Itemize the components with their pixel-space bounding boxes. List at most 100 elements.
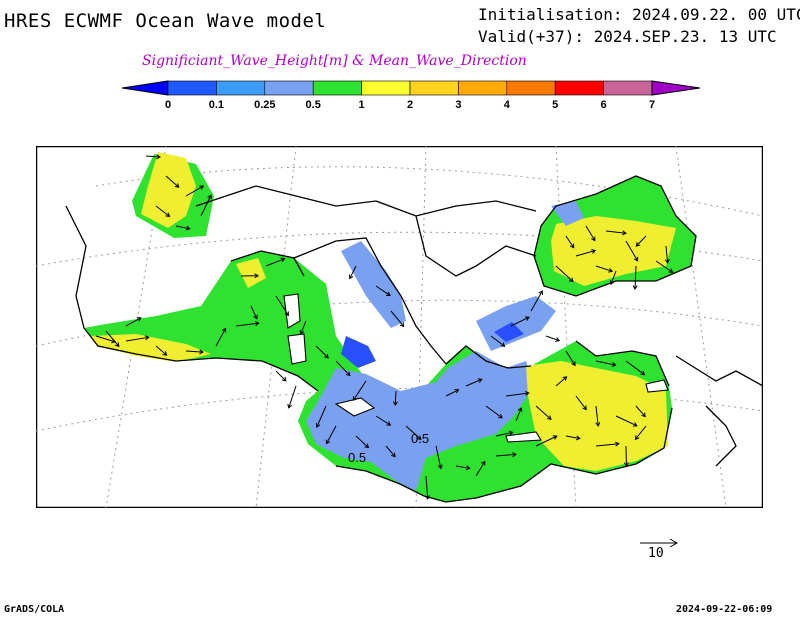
wave-arrow: [665, 245, 669, 263]
wave-arrow: [352, 380, 367, 401]
wave-arrow: [555, 376, 567, 387]
wave-arrow-head: [348, 274, 354, 280]
wave-arrow: [165, 175, 180, 188]
wave-arrow-head: [364, 443, 370, 449]
wave-arrow: [490, 335, 505, 347]
wave-arrow-head: [622, 230, 627, 236]
wave-arrow: [375, 285, 391, 296]
wave-arrow: [445, 389, 459, 397]
wave-arrow-head: [595, 422, 601, 427]
legend-swatch: [554, 80, 604, 96]
wave-arrow: [605, 230, 626, 234]
wave-arrow: [155, 345, 167, 356]
valid-time: Valid(+37): 2024.SEP.23. 13 UTC: [478, 27, 777, 46]
wave-arrow: [595, 443, 619, 447]
legend-swatch: [264, 80, 314, 96]
contour-label: 0.5: [348, 450, 366, 465]
wave-arrow: [634, 265, 637, 290]
wave-arrow: [215, 328, 227, 347]
wave-arrow: [615, 415, 638, 427]
contour-label: 0.5: [411, 431, 429, 446]
wave-arrow-head: [634, 435, 640, 441]
wave-arrow-head: [664, 259, 670, 264]
wave-arrow-head: [512, 452, 517, 458]
wave-arrow-head: [632, 422, 638, 427]
legend-swatch: [361, 80, 411, 96]
wave-arrow: [385, 445, 396, 457]
wave-arrow: [288, 385, 297, 408]
wave-arrow: [275, 295, 289, 316]
model-title: HRES ECWMF Ocean Wave model: [4, 10, 327, 32]
legend-tick-label: 3: [455, 99, 461, 111]
wave-arrow: [635, 425, 647, 440]
initialisation-time: Initialisation: 2024.09.22. 00 UTC: [478, 5, 800, 24]
wave-arrow: [425, 475, 429, 499]
legend-tick-label: 2: [407, 99, 413, 111]
wave-arrow: [595, 360, 616, 366]
wave-height-map: 0.5 0.5: [36, 146, 763, 508]
wave-arrow-head: [582, 405, 587, 411]
color-legend: 0 0.1 0.25 0.5 1 2 3 4 5 6 7: [121, 80, 701, 111]
wave-arrow: [125, 336, 149, 342]
wave-arrow: [505, 392, 529, 397]
wave-arrow: [145, 155, 161, 158]
wave-arrow-head: [425, 495, 430, 500]
wave-arrow-head: [399, 322, 405, 328]
wave-arrow: [235, 322, 259, 327]
legend-swatch: [312, 80, 362, 96]
wave-arrow: [515, 407, 522, 422]
wave-arrow: [315, 345, 329, 359]
parameter-title: Significiant_Wave_Height[m] & Mean_Wave_…: [142, 53, 527, 69]
wave-arrow: [485, 405, 503, 419]
wave-arrow-head: [562, 376, 568, 381]
legend-above-triangle: [651, 80, 701, 96]
wave-arrow-head: [136, 317, 142, 322]
wave-arrow: [390, 310, 405, 327]
wave-arrow-head: [144, 335, 150, 341]
wave-arrow-head: [162, 351, 168, 356]
wave-arrow: [610, 270, 617, 285]
wave-arrow-head: [477, 378, 483, 383]
wave-arrow: [394, 390, 397, 406]
legend-tick-label: 5: [552, 99, 558, 111]
wave-arrow-head: [465, 465, 471, 471]
wave-arrow: [435, 445, 442, 469]
legend-tick-label: 6: [601, 99, 607, 111]
wave-arrow-head: [524, 316, 530, 321]
wave-arrow-head: [508, 430, 514, 436]
legend-below-triangle: [121, 80, 169, 96]
wave-arrow: [585, 225, 596, 241]
wave-arrow-head: [524, 390, 530, 396]
wave-arrow-head: [568, 277, 574, 283]
legend-tick-label: 0.25: [254, 99, 275, 111]
coastlines: [65, 175, 763, 503]
wave-arrow: [565, 235, 575, 248]
vector-scale-arrow: [640, 538, 679, 548]
legend-tick-label: 0: [165, 99, 171, 111]
wave-arrow: [335, 360, 351, 376]
wave-arrow-head: [324, 353, 329, 359]
wave-arrow-head: [254, 273, 259, 279]
wave-arrow: [300, 320, 307, 335]
wave-arrow-head: [571, 361, 576, 367]
wave-arrow: [530, 290, 543, 312]
wave-arrow-head: [575, 435, 581, 441]
wave-arrow: [265, 258, 285, 267]
wave-arrow: [326, 425, 337, 444]
wave-arrow-head: [352, 396, 358, 402]
wave-arrow-head: [498, 413, 503, 419]
legend-tick-label: 4: [504, 99, 511, 111]
wave-arrow-head: [199, 185, 205, 190]
wave-arrow-head: [345, 371, 351, 377]
wave-arrow-head: [386, 421, 392, 426]
wave-arrow: [105, 330, 120, 347]
wave-arrow: [545, 335, 560, 342]
wave-arrow-head: [623, 462, 629, 467]
wave-arrow-head: [315, 423, 321, 428]
legend-tick-label: 7: [649, 99, 655, 111]
wave-arrow: [155, 205, 170, 217]
wave-arrow: [200, 195, 212, 217]
legend-swatch: [409, 80, 459, 96]
wave-arrow-head: [386, 291, 391, 297]
wave-arrow-head: [185, 225, 191, 231]
